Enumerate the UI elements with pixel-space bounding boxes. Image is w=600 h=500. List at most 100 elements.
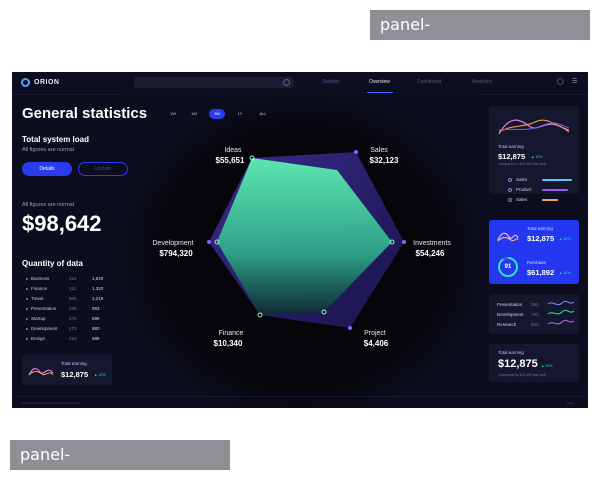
radar-value-ideas: $55,651 [215,156,245,165]
radar-value-investments: $54,246 [415,249,445,258]
purchase-card[interactable]: Total earning $12,875 ▲ 10% 91 Purchase … [489,220,579,284]
stat-name: Development [497,312,524,317]
period-1m[interactable]: 1M [191,111,197,116]
bullet-icon [508,177,512,182]
row-count: 500 [69,296,77,301]
dashboard-window: ORION Statistic Overview Dashboard Analy… [12,72,588,408]
legend-bar [542,199,558,201]
row-count: 276 [69,316,77,321]
earning-card-2[interactable]: Total earning $12,875 ▲ 10% Compared to … [489,344,579,382]
bullet-icon [26,278,28,280]
mini-wave-icon [497,232,519,242]
row-count: 311 [69,286,77,291]
stat-value: 853 [531,322,539,327]
details-button[interactable]: Details [22,162,72,176]
bullet-icon [26,328,28,330]
radar-label-project: Project [364,330,386,337]
radar-chart [207,150,406,330]
earning-wave-icon [498,119,570,135]
legend-sales: Sales [508,176,527,184]
bullet-icon [508,187,512,192]
list-item[interactable]: Startup 276 896 [22,314,112,324]
radar-label-ideas: Ideas [224,147,242,154]
left-earning-card[interactable]: Total earning $12,875 ▲ 10% [22,355,112,385]
card-change-value: 10% [545,364,553,368]
list-item[interactable]: Travel 500 1,219 [22,294,112,304]
card-value: $12,875 [498,358,538,370]
progress-ring [498,257,518,277]
nav-dashboard[interactable]: Dashboard [417,79,442,85]
purchase-value: $61,892 [527,268,555,277]
row-total: 1,219 [92,296,104,301]
card-title: Total earning [61,361,87,366]
card-note: Compared to $21,490 last year [498,373,547,377]
card-change: ▲ 10% [541,364,553,368]
nav-overview[interactable]: Overview [369,79,390,85]
stats-sparklines [547,300,575,325]
period-1w[interactable]: 1W [170,111,176,116]
radar-point [402,240,406,244]
nav-statistic[interactable]: Statistic [322,79,340,85]
user-icon[interactable]: ◯ [557,79,564,85]
footer-copyright: Orion Admin Kit Dashboard, Copyright 201… [22,401,81,405]
footer: Orion Admin Kit Dashboard, Copyright 201… [12,396,588,409]
period-all[interactable]: ALL [259,111,267,116]
row-name: Startup [31,316,46,321]
period-3m[interactable]: 3M [209,109,225,119]
bullet-icon [26,338,28,340]
system-load-subtitle: All figures are normal [22,147,74,153]
row-total: 896 [92,316,100,321]
search-icon[interactable] [283,79,290,86]
search-input[interactable] [134,77,294,88]
brand-name: ORION [34,79,60,86]
row-name: Development [31,326,58,331]
card-change-value: 10% [535,155,543,159]
page-title: General statistics [22,105,148,122]
row-total: 1,320 [92,286,104,291]
stat-row-development: Development 753 [497,312,539,317]
card-value: $12,875 [527,234,555,243]
purchase-change: ▲ 10% [559,271,571,275]
card-change-value: 10% [563,237,571,241]
bullet-icon [26,298,28,300]
radar-value-development: $794,320 [159,249,193,258]
legend-label: Sales [516,197,528,202]
radar-label-finance: Finance [218,330,244,337]
period-1y[interactable]: 1Y [237,111,243,116]
radar-point [321,309,327,315]
orion-logo-icon [21,78,30,87]
bullet-icon [508,197,512,202]
bullet-icon [26,288,28,290]
watermark-top: panel-queenofbounty.com [370,10,590,64]
list-item[interactable]: Development 273 880 [22,324,112,334]
row-count: 223 [69,336,77,341]
card-title: Total earning [527,226,553,231]
card-title: Total earning [498,350,524,355]
secondary-button[interactable]: Update [78,162,128,176]
list-item[interactable]: Finance 311 1,320 [22,284,112,294]
quantity-title: Quantity of data [22,259,83,268]
nav-active-indicator [367,92,393,93]
purchase-title: Purchase [527,260,547,265]
menu-icon[interactable]: ☰ [572,79,578,85]
row-count: 273 [69,326,77,331]
list-item[interactable]: Design 223 686 [22,334,112,344]
footer-help-link[interactable]: Help [567,401,574,405]
stats-card[interactable]: Presentation 362 Development 753 Research 8… [489,294,579,334]
list-item[interactable]: Business 324 1,540 [22,274,112,284]
list-item[interactable]: Presentation 289 993 [22,304,112,314]
ring-value: 91 [504,264,512,270]
row-name: Finance [31,286,48,291]
row-total: 880 [92,326,100,331]
radar-point [207,240,211,244]
figures-note: All figures are normal [22,202,74,208]
mini-wave-icon [28,368,54,376]
card-change: ▲ 10% [94,373,106,377]
radar-label-investments: Investments [413,240,451,247]
row-total: 993 [92,306,100,311]
row-name: Travel [31,296,44,301]
nav-analytics[interactable]: Analytics [472,79,493,85]
system-load-title: Total system load [22,135,89,144]
stat-value: 362 [531,302,539,307]
bullet-icon [26,318,28,320]
